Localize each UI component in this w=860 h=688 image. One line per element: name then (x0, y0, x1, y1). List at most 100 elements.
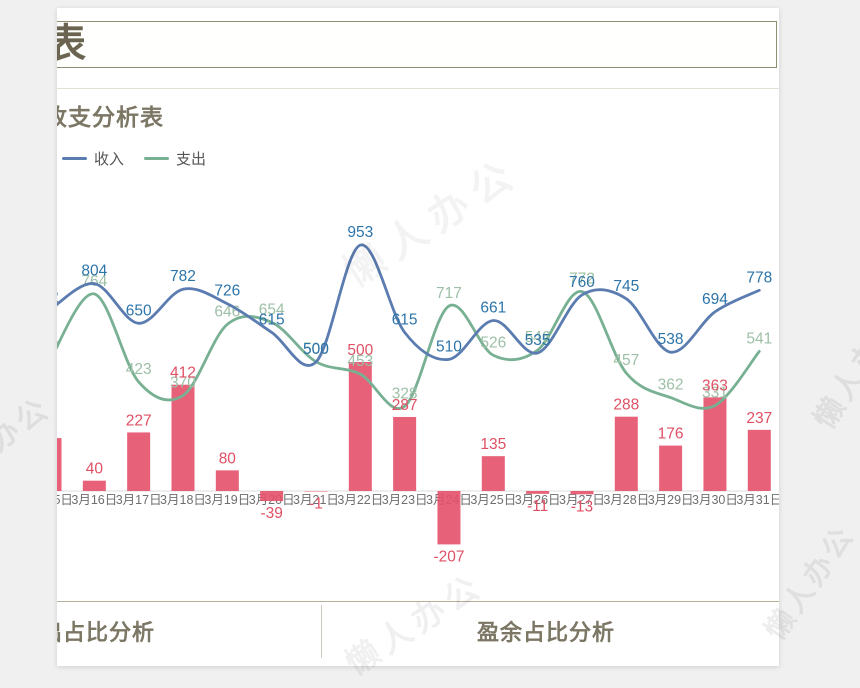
surplus-bar (659, 445, 683, 491)
divider-top (57, 88, 779, 89)
x-axis-label: 3月25日 (470, 493, 516, 507)
legend-item-expense[interactable]: 支出 (144, 148, 206, 169)
x-axis-label: 3月27日 (559, 493, 605, 507)
page-header: 表 (57, 21, 777, 68)
surplus-bar-label: -13 (571, 498, 593, 515)
x-axis-label: 3月19日 (204, 493, 250, 507)
surplus-bar-label: 363 (702, 377, 728, 394)
income-point-label: 538 (658, 331, 684, 348)
surplus-bar (703, 397, 727, 491)
expense-point-label: 423 (126, 361, 152, 378)
report-panel: 表 收支分析表 收入 支出 3月15日3月16日3月17日3月18日3月19日3… (57, 8, 779, 666)
surplus-bar-label: -11 (527, 498, 548, 515)
surplus-bar-label: -207 (433, 548, 464, 565)
income-point-label: 510 (436, 338, 462, 355)
surplus-bar (127, 432, 151, 491)
surplus-bar (393, 416, 417, 491)
expense-point-label: 717 (436, 285, 462, 302)
surplus-bar (260, 491, 284, 502)
surplus-bar-label: 287 (392, 397, 418, 414)
watermark: 懒人办公 (808, 302, 860, 435)
surplus-bar-label: 412 (170, 365, 196, 382)
x-axis-label: 3月29日 (648, 493, 694, 507)
surplus-bar (570, 491, 594, 495)
income-point-label: 615 (259, 311, 285, 328)
income-point-label: 02 (57, 289, 59, 306)
surplus-bar (304, 491, 328, 492)
expense-line-icon (144, 156, 170, 161)
page-title: 表 (57, 22, 88, 66)
expense-point-label: 457 (613, 352, 639, 369)
expense-point-label: 541 (746, 330, 772, 347)
income-point-label: 745 (613, 278, 639, 295)
legend-item-income[interactable]: 收入 (62, 148, 124, 169)
expense-point-label: 453 (347, 353, 373, 370)
income-point-label: 760 (569, 274, 595, 291)
x-axis-label: 3月31日 (736, 493, 779, 507)
legend-label-income: 收入 (94, 151, 125, 168)
chart-title: 收支分析表 (57, 104, 164, 130)
income-point-label: 804 (81, 263, 107, 280)
surplus-bar-label: -39 (260, 505, 282, 522)
divider-bottom (57, 601, 779, 602)
watermark: 懒人办公 (0, 391, 57, 499)
expense-point-label: 646 (214, 303, 240, 320)
income-point-label: 500 (303, 341, 329, 358)
surplus-bar-label: 500 (347, 342, 373, 359)
expense-point-label: 331 (702, 385, 728, 402)
section-divider (321, 605, 322, 658)
income-expense-chart[interactable]: 3月15日3月16日3月17日3月18日3月19日3月20日3月21日3月22日… (57, 173, 779, 585)
surplus-bar-label: -1 (309, 495, 323, 512)
x-axis-label: 3月21日 (293, 493, 339, 507)
expense-point-label: 328 (392, 385, 418, 402)
income-point-label: 778 (746, 269, 772, 286)
surplus-bar-label: 80 (219, 450, 237, 467)
expense-point-label: 526 (480, 334, 506, 351)
surplus-bar (481, 456, 505, 491)
x-axis-label: 3月28日 (603, 493, 649, 507)
expense-line (57, 290, 761, 410)
income-line (57, 243, 761, 367)
legend-label-expense: 支出 (176, 151, 207, 168)
surplus-bar (171, 384, 195, 491)
section-title-surplus-ratio: 盈余占比分析 (477, 620, 616, 645)
surplus-bar (526, 491, 550, 494)
income-point-label: 782 (170, 268, 196, 285)
income-point-label: 953 (347, 224, 373, 241)
surplus-bar-label: 288 (613, 397, 639, 414)
income-point-label: 726 (214, 283, 240, 300)
section-title-expense-ratio: 出占比分析 (57, 620, 156, 645)
surplus-bar-label: 135 (480, 436, 506, 453)
expense-point-label: 772 (569, 271, 595, 288)
x-axis-label: 3月15日 (57, 493, 73, 507)
income-point-label: 615 (392, 311, 418, 328)
income-line-icon (62, 156, 87, 161)
expense-point-label: 07 (57, 339, 59, 356)
surplus-bar (57, 438, 62, 491)
chart-legend: 收入 支出 (62, 148, 206, 169)
x-axis-label: 3月18日 (160, 493, 206, 507)
x-axis-label: 3月17日 (116, 493, 162, 507)
income-point-label: 694 (702, 291, 728, 308)
surplus-bar (747, 429, 771, 491)
income-point-label: 535 (525, 332, 551, 349)
income-point-label: 650 (126, 302, 152, 319)
expense-point-label: 546 (525, 329, 551, 346)
x-axis-label: 3月30日 (692, 493, 738, 507)
x-axis-label: 3月26日 (515, 493, 561, 507)
surplus-bar (348, 362, 372, 491)
expense-point-label: 370 (170, 375, 196, 392)
surplus-bar-label: 237 (746, 410, 772, 427)
surplus-bar-label: 176 (658, 426, 684, 443)
x-axis-label: 3月16日 (71, 493, 117, 507)
expense-point-label: 654 (259, 301, 285, 318)
x-axis-label: 3月23日 (382, 493, 428, 507)
surplus-bar-label: 227 (126, 412, 152, 429)
surplus-bar (614, 416, 638, 491)
x-axis-label: 3月22日 (337, 493, 383, 507)
income-point-label: 661 (480, 299, 506, 316)
surplus-bar (82, 480, 106, 491)
surplus-bar (437, 491, 461, 545)
expense-point-label: 362 (658, 377, 684, 394)
surplus-bar (215, 470, 239, 491)
